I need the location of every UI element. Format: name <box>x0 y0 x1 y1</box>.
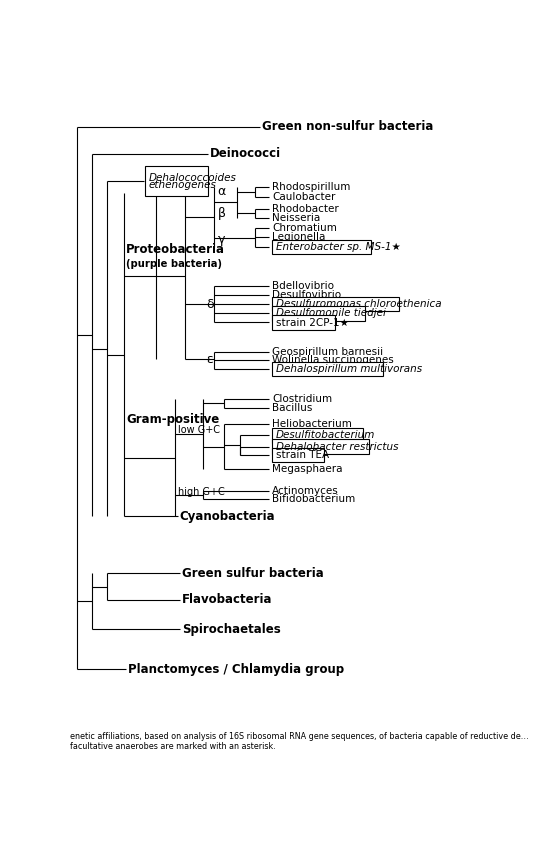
Text: Green sulfur bacteria: Green sulfur bacteria <box>182 566 324 580</box>
Text: ethenogenes: ethenogenes <box>149 181 217 190</box>
Text: Desulfitobacterium: Desulfitobacterium <box>276 431 375 440</box>
Text: Actinomyces: Actinomyces <box>272 486 339 496</box>
Text: enetic affiliations, based on analysis of 16S ribosomal RNA gene sequences, of b: enetic affiliations, based on analysis o… <box>71 732 529 751</box>
Text: Bifidobacterium: Bifidobacterium <box>272 494 355 505</box>
Text: Spirochaetales: Spirochaetales <box>182 622 281 636</box>
Text: Deinococci: Deinococci <box>210 148 281 160</box>
Text: Clostridium: Clostridium <box>272 393 332 404</box>
Text: Desulfomonile tiedjei: Desulfomonile tiedjei <box>276 309 385 318</box>
Text: Cyanobacteria: Cyanobacteria <box>180 510 275 523</box>
Text: Bacillus: Bacillus <box>272 403 312 413</box>
Text: high G+C: high G+C <box>178 487 224 497</box>
Text: Chromatium: Chromatium <box>272 223 337 233</box>
Text: Dehalospirillum multivorans: Dehalospirillum multivorans <box>276 364 422 374</box>
Text: ε: ε <box>207 353 213 365</box>
Text: Planctomyces / Chlamydia group: Planctomyces / Chlamydia group <box>128 662 344 676</box>
Text: Heliobacterium: Heliobacterium <box>272 419 352 429</box>
FancyBboxPatch shape <box>272 448 324 462</box>
Text: Neisseria: Neisseria <box>272 213 320 223</box>
Text: Dehalobacter restrictus: Dehalobacter restrictus <box>276 442 398 451</box>
Text: Geospirillum barnesii: Geospirillum barnesii <box>272 348 383 358</box>
FancyBboxPatch shape <box>272 439 369 454</box>
Text: Rhodospirillum: Rhodospirillum <box>272 181 350 192</box>
Text: Caulobacter: Caulobacter <box>272 192 335 202</box>
Text: Flavobacteria: Flavobacteria <box>182 594 272 606</box>
Text: low G+C: low G+C <box>178 425 219 435</box>
Text: strain 2CP-1★: strain 2CP-1★ <box>276 317 349 327</box>
Text: (purple bacteria): (purple bacteria) <box>126 259 222 269</box>
Text: Legionella: Legionella <box>272 232 325 242</box>
FancyBboxPatch shape <box>272 428 363 443</box>
Text: Enterobacter sp. MS-1★: Enterobacter sp. MS-1★ <box>276 242 400 252</box>
Text: Proteobacteria: Proteobacteria <box>126 243 225 256</box>
FancyBboxPatch shape <box>272 297 399 311</box>
Text: strain TEA: strain TEA <box>276 450 329 460</box>
Text: Megasphaera: Megasphaera <box>272 464 343 474</box>
Text: Desulfuromonas chloroethenica: Desulfuromonas chloroethenica <box>276 299 441 310</box>
Text: Rhodobacter: Rhodobacter <box>272 204 339 214</box>
FancyBboxPatch shape <box>272 315 335 330</box>
FancyBboxPatch shape <box>272 306 365 321</box>
FancyBboxPatch shape <box>145 166 208 197</box>
Text: Bdellovibrio: Bdellovibrio <box>272 281 334 291</box>
Text: Desulfovibrio: Desulfovibrio <box>272 290 341 300</box>
FancyBboxPatch shape <box>272 239 372 254</box>
Text: α: α <box>218 186 226 198</box>
Text: γ: γ <box>218 233 225 246</box>
Text: Dehalococcoides: Dehalococcoides <box>149 172 237 182</box>
Text: β: β <box>218 207 226 220</box>
Text: Green non-sulfur bacteria: Green non-sulfur bacteria <box>262 120 433 133</box>
FancyBboxPatch shape <box>272 361 383 376</box>
Text: Gram-positive: Gram-positive <box>126 413 219 426</box>
Text: δ: δ <box>207 298 214 310</box>
Text: Wolinella succinogenes: Wolinella succinogenes <box>272 355 394 365</box>
